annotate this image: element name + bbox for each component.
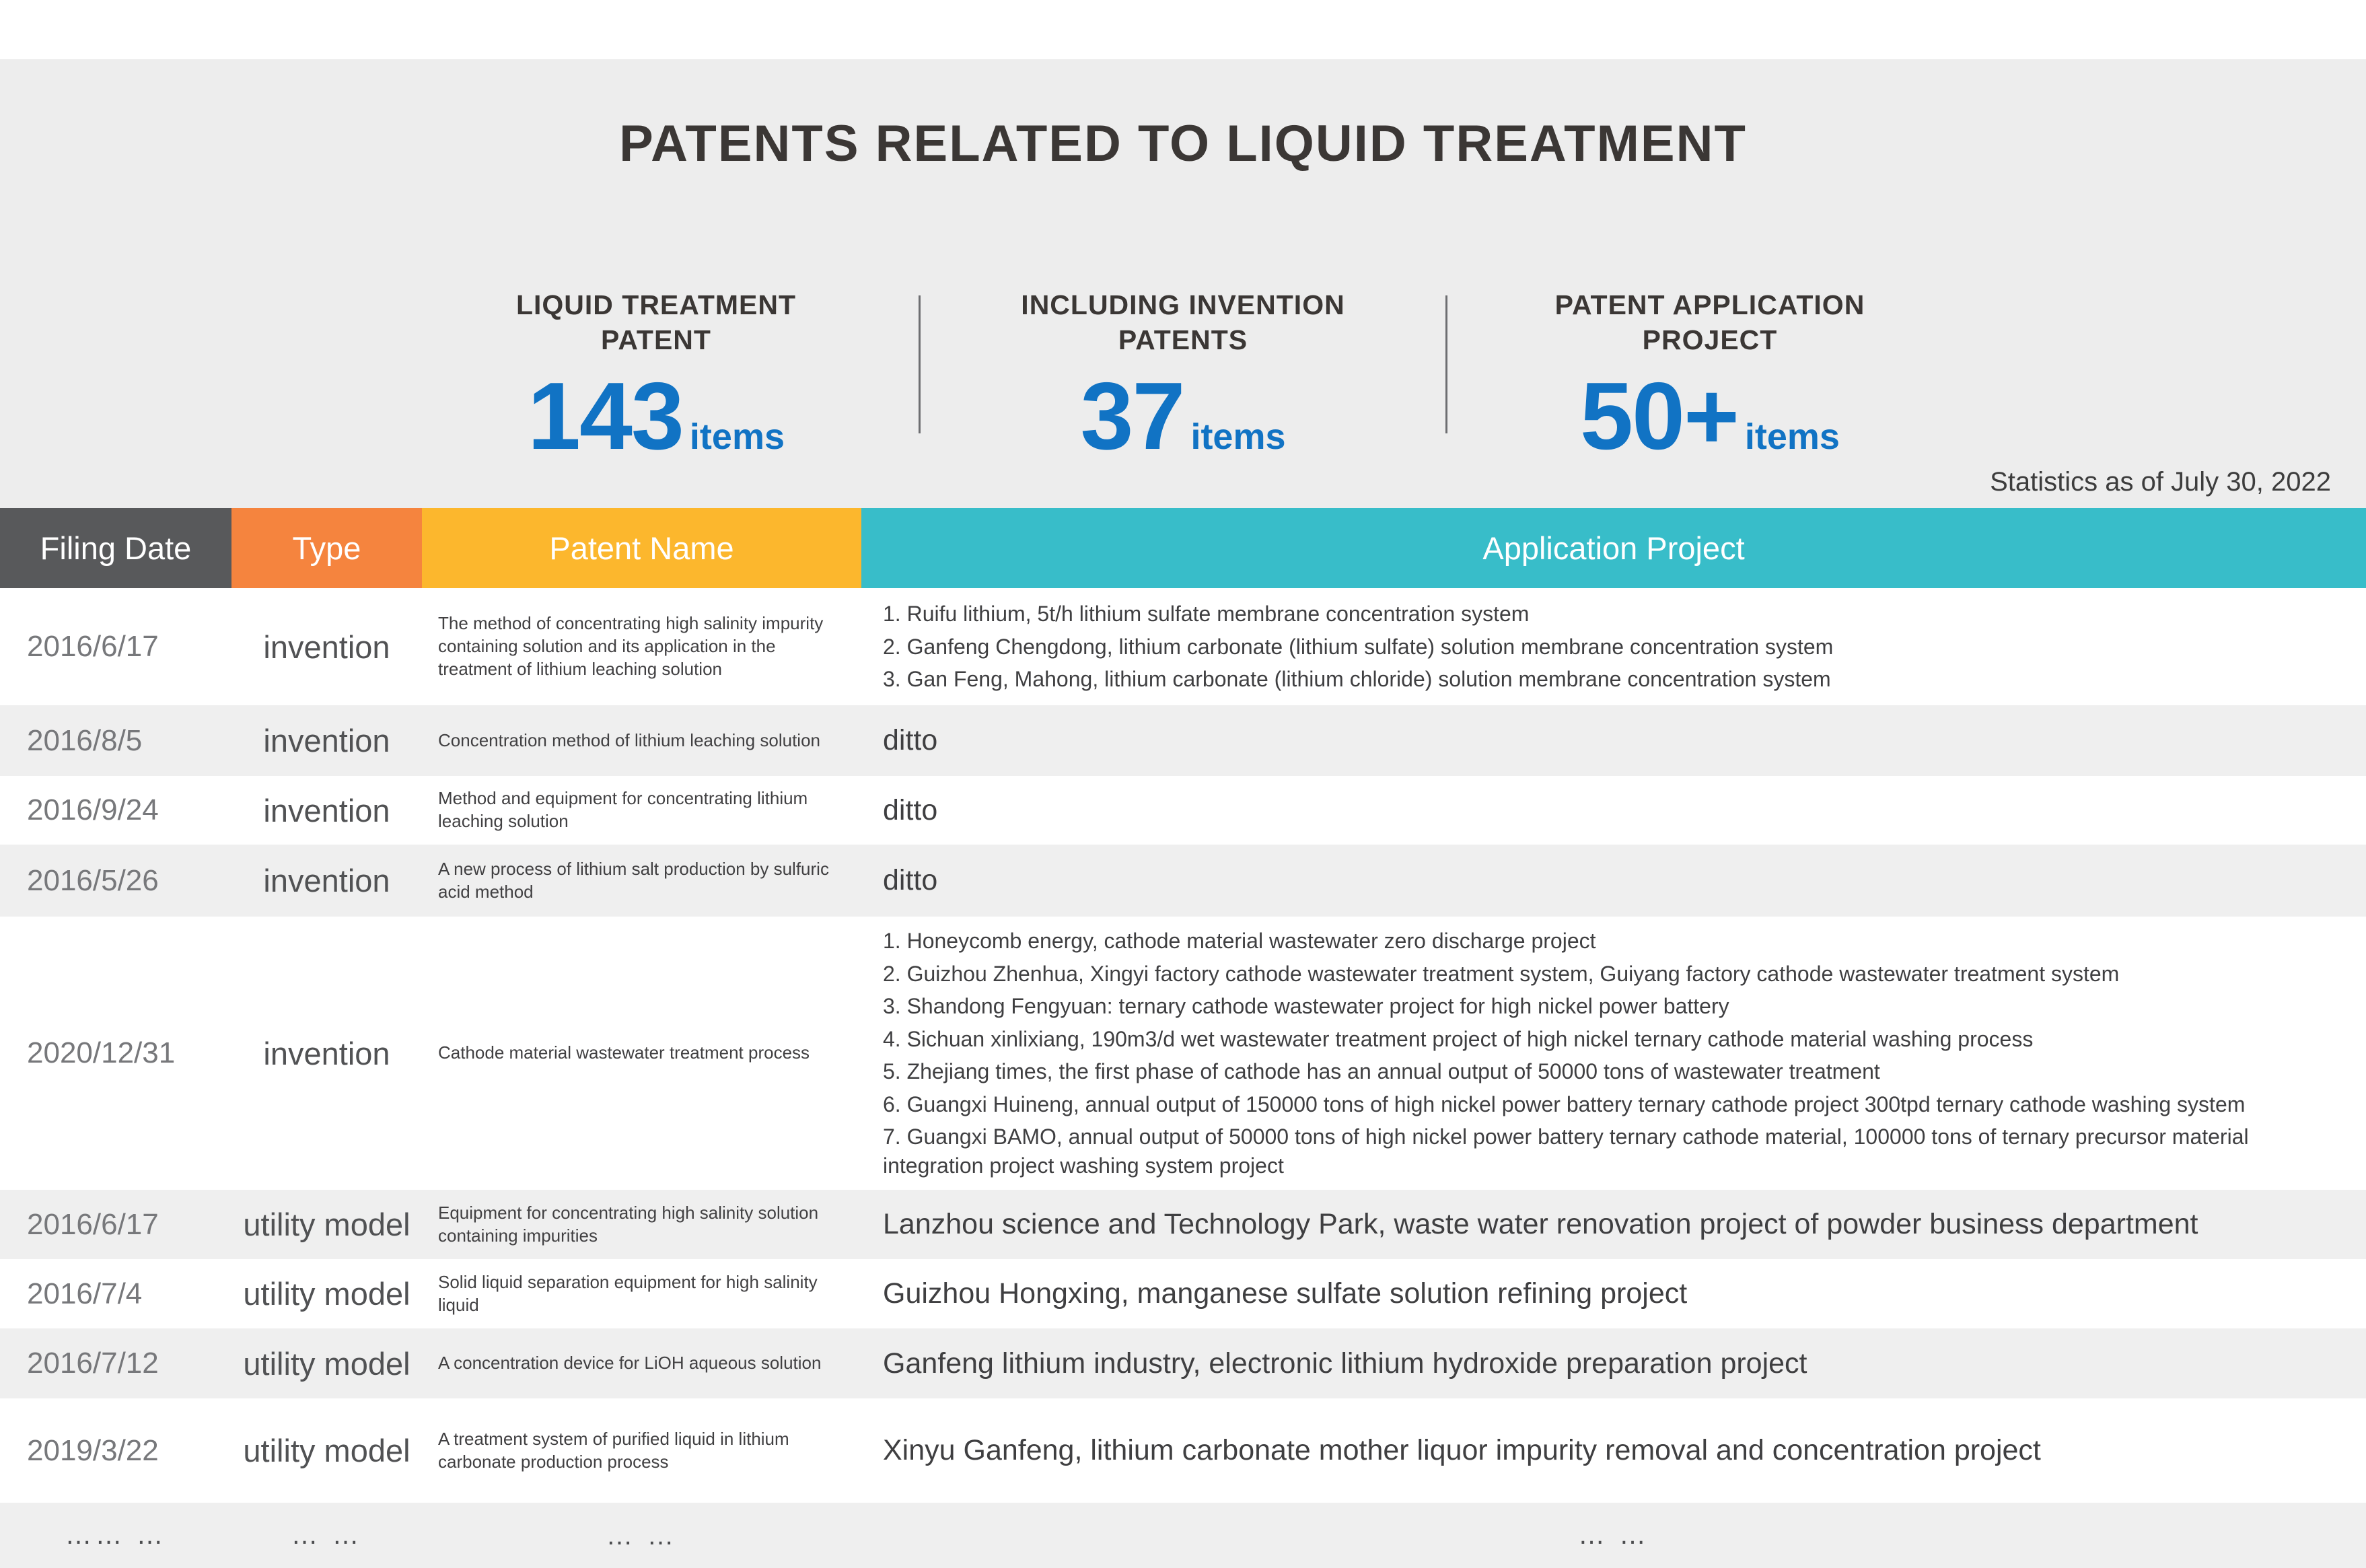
application-item: 3. Gan Feng, Mahong, lithium carbonate (… <box>883 667 1831 692</box>
application-item: 1. Honeycomb energy, cathode material wa… <box>883 929 1596 953</box>
application-text: ditto <box>883 864 938 896</box>
stat-invention-patents: INCLUDING INVENTION PATENTS 37 items <box>921 287 1445 464</box>
application-item: 3. Shandong Fengyuan: ternary cathode wa… <box>883 994 1729 1019</box>
patent-name-cell: A concentration device for LiOH aqueous … <box>438 1353 822 1374</box>
table-header: Filing Date Type Patent Name Application… <box>0 508 2366 588</box>
stats-row: LIQUID TREATMENT PATENT 143 items INCLUD… <box>0 287 2366 464</box>
application-item: 2. Ganfeng Chengdong, lithium carbonate … <box>883 634 1834 659</box>
patent-name-cell: Equipment for concentrating high salinit… <box>438 1203 819 1246</box>
filing-date-cell: 2016/8/5 <box>27 723 143 757</box>
table-row: 2016/9/24 invention Method and equipment f… <box>0 776 2366 845</box>
stat-value: 37 items <box>921 362 1445 470</box>
table-row: …… … … … … … … … <box>0 1503 2366 1568</box>
type-cell: invention <box>263 1035 390 1071</box>
application-project-cell: ditto <box>861 845 2366 917</box>
filing-date-cell: 2016/6/17 <box>27 630 159 663</box>
type-cell: invention <box>263 863 390 898</box>
type-cell: utility model <box>243 1345 410 1382</box>
type-cell: utility model <box>243 1276 410 1312</box>
patent-name-cell: Concentration method of lithium leaching… <box>438 729 821 750</box>
table-row: 2019/3/22 utility model A treatment system… <box>0 1398 2366 1503</box>
type-cell: … … <box>291 1520 363 1551</box>
patent-name-cell: A new process of lithium salt production… <box>438 858 829 902</box>
patent-name-cell: The method of concentrating high salinit… <box>438 613 824 679</box>
table-row: 2016/7/4 utility model Solid liquid separa… <box>0 1259 2366 1329</box>
application-text: ditto <box>883 724 938 756</box>
application-item: 6. Guangxi Huineng, annual output of 150… <box>883 1092 2246 1116</box>
table-row: 2016/6/17 invention The method of concentr… <box>0 588 2366 705</box>
filing-date-cell: 2016/6/17 <box>27 1207 159 1241</box>
patent-name-cell: Solid liquid separation equipment for hi… <box>438 1272 818 1315</box>
stat-unit: items <box>1744 416 1840 457</box>
ellipsis-text: … … <box>1577 1520 1650 1551</box>
application-project-cell: 1. Ruifu lithium, 5t/h lithium sulfate m… <box>861 588 2366 705</box>
table-row: 2020/12/31 invention Cathode material wast… <box>0 917 2366 1190</box>
filing-date-cell: 2016/7/4 <box>27 1277 143 1310</box>
header-application-project: Application Project <box>861 508 2366 588</box>
application-project-cell: Lanzhou science and Technology Park, was… <box>861 1190 2366 1259</box>
type-cell: invention <box>263 792 390 828</box>
application-item: 1. Ruifu lithium, 5t/h lithium sulfate m… <box>883 602 1530 627</box>
table-row: 2016/8/5 invention Concentration method of… <box>0 705 2366 776</box>
header-type: Type <box>231 508 422 588</box>
stat-value: 50+ items <box>1447 362 1972 470</box>
filing-date-cell: 2016/5/26 <box>27 863 159 897</box>
application-project-cell: Ganfeng lithium industry, electronic lit… <box>861 1328 2366 1398</box>
stat-divider <box>919 295 921 433</box>
stat-label: INCLUDING INVENTION PATENTS <box>1021 289 1345 356</box>
application-project-cell: Guizhou Hongxing, manganese sulfate solu… <box>861 1259 2366 1328</box>
stat-label: PATENT APPLICATION PROJECT <box>1554 289 1865 356</box>
patent-name-cell: A treatment system of purified liquid in… <box>438 1429 789 1472</box>
stat-application-projects: PATENT APPLICATION PROJECT 50+ items <box>1447 287 1972 464</box>
stat-number: 143 <box>528 362 684 470</box>
type-cell: invention <box>263 629 390 665</box>
filing-date-cell: 2016/9/24 <box>27 793 159 826</box>
application-item: 2. Guizhou Zhenhua, Xingyi factory catho… <box>883 961 2120 986</box>
table-row: 2016/7/12 utility model A concentration de… <box>0 1328 2366 1399</box>
statistics-date-note: Statistics as of July 30, 2022 <box>1990 467 2331 497</box>
table-body: 2016/6/17 invention The method of concentr… <box>0 588 2366 1568</box>
type-cell: utility model <box>243 1433 410 1469</box>
table-row: 2016/5/26 invention A new process of lithi… <box>0 845 2366 917</box>
application-text: Ganfeng lithium industry, electronic lit… <box>883 1347 1807 1380</box>
application-item: 7. Guangxi BAMO, annual output of 50000 … <box>883 1125 2249 1178</box>
filing-date-cell: …… … <box>65 1520 167 1551</box>
stat-value: 143 items <box>394 362 919 470</box>
type-cell: utility model <box>243 1207 410 1243</box>
application-text: ditto <box>883 793 938 826</box>
application-text: Lanzhou science and Technology Park, was… <box>883 1208 2198 1241</box>
application-project-cell: ditto <box>861 705 2366 776</box>
page-title: PATENTS RELATED TO LIQUID TREATMENT <box>619 115 1747 172</box>
stat-number: 50+ <box>1580 362 1740 470</box>
application-project-cell: 1. Honeycomb energy, cathode material wa… <box>861 917 2366 1190</box>
application-text: Guizhou Hongxing, manganese sulfate solu… <box>883 1277 1688 1310</box>
patent-name-cell: Cathode material wastewater treatment pr… <box>438 1042 810 1063</box>
application-item: 4. Sichuan xinlixiang, 190m3/d wet waste… <box>883 1026 2034 1051</box>
application-item: 5. Zhejiang times, the first phase of ca… <box>883 1059 1880 1084</box>
filing-date-cell: 2019/3/22 <box>27 1433 159 1467</box>
header-patent-name: Patent Name <box>422 508 861 588</box>
stat-unit: items <box>689 416 785 457</box>
filing-date-cell: 2016/7/12 <box>27 1347 159 1380</box>
top-white-strip <box>0 0 2366 59</box>
hero-section: PATENTS RELATED TO LIQUID TREATMENT LIQU… <box>0 59 2366 508</box>
application-text: Xinyu Ganfeng, lithium carbonate mother … <box>883 1434 2041 1467</box>
table-row: 2016/6/17 utility model Equipment for conc… <box>0 1190 2366 1260</box>
stat-liquid-treatment-patent: LIQUID TREATMENT PATENT 143 items <box>394 287 919 464</box>
application-project-cell: Xinyu Ganfeng, lithium carbonate mother … <box>861 1398 2366 1503</box>
filing-date-cell: 2020/12/31 <box>27 1036 176 1070</box>
application-project-cell: ditto <box>861 776 2366 845</box>
application-project-cell: … … <box>861 1503 2366 1568</box>
patent-name-cell: Method and equipment for concentrating l… <box>438 788 808 831</box>
stat-unit: items <box>1190 416 1286 457</box>
stat-divider <box>1445 295 1447 433</box>
header-filing-date: Filing Date <box>0 508 231 588</box>
type-cell: invention <box>263 723 390 758</box>
patent-name-cell: … … <box>606 1520 678 1551</box>
stat-number: 37 <box>1080 362 1185 470</box>
stat-label: LIQUID TREATMENT PATENT <box>515 289 797 356</box>
